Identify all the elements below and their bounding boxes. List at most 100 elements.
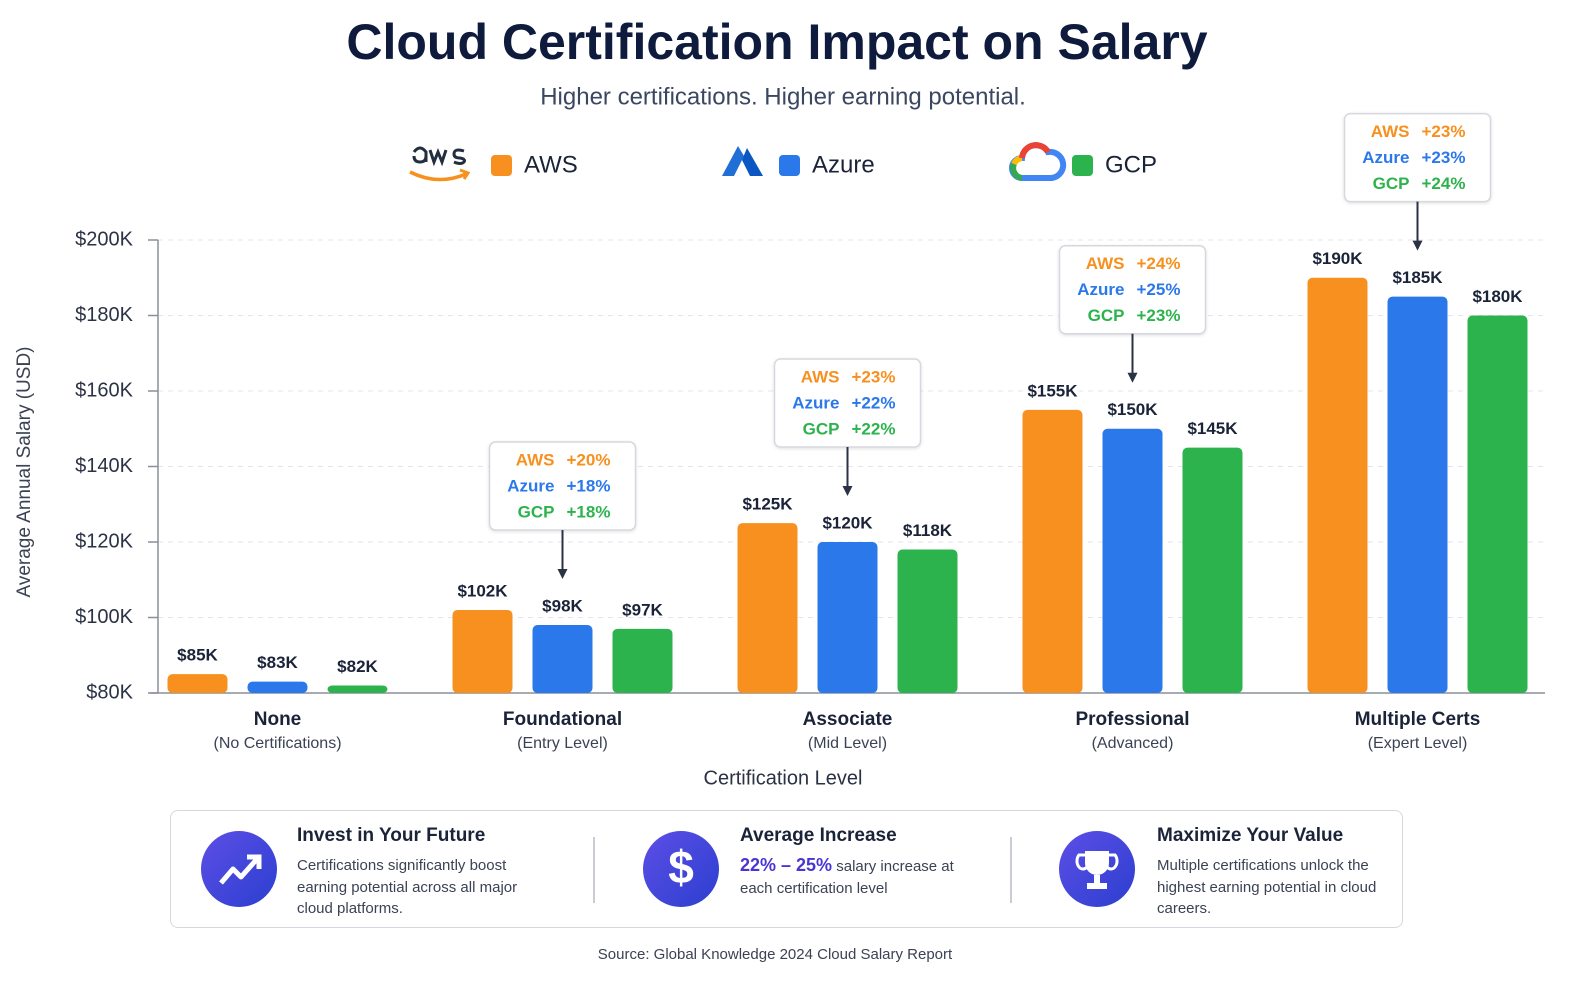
value-label: $125K (742, 495, 793, 514)
legend-swatch (491, 155, 512, 176)
card-title: Invest in Your Future (297, 825, 486, 846)
chart-title: Cloud Certification Impact on Salary (346, 14, 1207, 70)
value-label: $150K (1107, 400, 1158, 419)
callout-arrowhead (557, 569, 568, 580)
value-label: $82K (337, 657, 378, 676)
legend-label: Azure (812, 151, 875, 178)
y-tick-label: $120K (75, 530, 133, 552)
bar (1467, 315, 1528, 693)
y-tick-label: $80K (86, 681, 133, 703)
bar (452, 609, 513, 693)
y-tick-label: $200K (75, 228, 133, 250)
callout-change: +18% (567, 477, 611, 496)
y-tick-label: $100K (75, 606, 133, 628)
svg-text:$: $ (668, 841, 694, 893)
bar (532, 625, 593, 693)
value-label: $83K (257, 653, 298, 672)
x-tick-sublabel: (Expert Level) (1368, 735, 1468, 752)
callout-name: GCP (1373, 174, 1410, 193)
separator (1010, 837, 1012, 903)
separator (593, 837, 595, 903)
card-text: 22% – 25% salary increase at each certif… (740, 855, 970, 899)
callout-change: +18% (567, 503, 611, 522)
value-label: $155K (1027, 381, 1078, 400)
bar (1387, 296, 1448, 693)
info-card: Invest in Your Future Certifications sig… (171, 811, 591, 927)
chart-subtitle: Higher certifications. Higher earning po… (540, 83, 1026, 110)
callout-arrowhead (1412, 240, 1423, 251)
value-label: $85K (177, 646, 218, 665)
card-title: Average Increase (740, 825, 897, 846)
callout-change: +22% (852, 393, 896, 412)
bar (247, 681, 308, 693)
info-panel: Invest in Your Future Certifications sig… (170, 810, 1403, 928)
icon (1059, 831, 1135, 907)
y-tick-label: $180K (75, 304, 133, 326)
value-label: $97K (622, 600, 663, 619)
bar (1307, 277, 1368, 693)
callout-change: +25% (1137, 280, 1181, 299)
bar (1182, 447, 1243, 693)
card-text: salary increase at each certification le… (740, 858, 954, 897)
legend-label: AWS (524, 151, 578, 178)
callout-change: +23% (852, 367, 896, 386)
bar (612, 628, 673, 693)
value-label: $118K (903, 521, 953, 540)
y-axis-label: Average Annual Salary (USD) (14, 347, 35, 598)
y-tick-label: $160K (75, 379, 133, 401)
callout-arrowhead (1127, 372, 1138, 383)
bar (1102, 428, 1163, 693)
callout-name: AWS (1371, 122, 1410, 141)
value-label: $190K (1312, 249, 1363, 268)
callout-name: GCP (518, 503, 555, 522)
bar (817, 542, 878, 693)
value-label: $102K (457, 581, 508, 600)
y-tick-label: $140K (75, 455, 133, 477)
callout-name: AWS (516, 451, 555, 470)
card-text: Certifications significantly boost earni… (297, 857, 518, 917)
x-tick-label: Professional (1075, 709, 1189, 730)
callout-change: +24% (1422, 174, 1466, 193)
x-tick-sublabel: (Advanced) (1092, 735, 1174, 752)
x-tick-label: Multiple Certs (1355, 709, 1481, 730)
callout-name: GCP (803, 419, 840, 438)
callout-change: +22% (852, 419, 896, 438)
source: Source: Global Knowledge 2024 Cloud Sala… (597, 946, 953, 963)
azure-logo (722, 146, 763, 176)
callout-name: AWS (801, 367, 840, 386)
chart: Cloud Certification Impact on Salary Hig… (14, 14, 1545, 789)
value-label: $145K (1187, 419, 1238, 438)
x-tick-label: Foundational (503, 709, 622, 730)
callout-change: +20% (567, 451, 611, 470)
aws-logo (409, 146, 471, 182)
callout-change: +24% (1137, 254, 1181, 273)
value-label: $98K (542, 597, 583, 616)
x-tick-sublabel: (Entry Level) (517, 735, 608, 752)
callout-arrowhead (842, 486, 853, 496)
bar (327, 685, 388, 693)
x-axis-label: Certification Level (704, 767, 863, 789)
bar (737, 523, 798, 693)
callout-change: +23% (1137, 306, 1181, 325)
gcp-logo (1009, 142, 1067, 181)
callout-name: GCP (1088, 306, 1125, 325)
callout-name: AWS (1086, 254, 1125, 273)
bar (167, 674, 228, 693)
callout-name: Azure (507, 477, 554, 496)
x-tick-sublabel: (Mid Level) (808, 735, 887, 752)
icon (201, 831, 277, 907)
value-label: $180K (1472, 287, 1523, 306)
x-tick-sublabel: (No Certifications) (213, 735, 341, 752)
info-card: $ Average Increase 22% – 25% salary incr… (611, 811, 1011, 927)
card-text: Multiple certifications unlock the highe… (1157, 857, 1377, 917)
card-title: Maximize Your Value (1157, 825, 1344, 846)
callout-name: Azure (792, 393, 839, 412)
legend-label: GCP (1105, 151, 1157, 178)
callout-name: Azure (1077, 280, 1124, 299)
legend-swatch (779, 155, 800, 176)
x-tick-label: None (254, 709, 302, 730)
bar (897, 549, 958, 693)
highlight: 22% – 25% (740, 855, 833, 875)
value-label: $185K (1392, 268, 1443, 287)
callout-change: +23% (1422, 148, 1466, 167)
